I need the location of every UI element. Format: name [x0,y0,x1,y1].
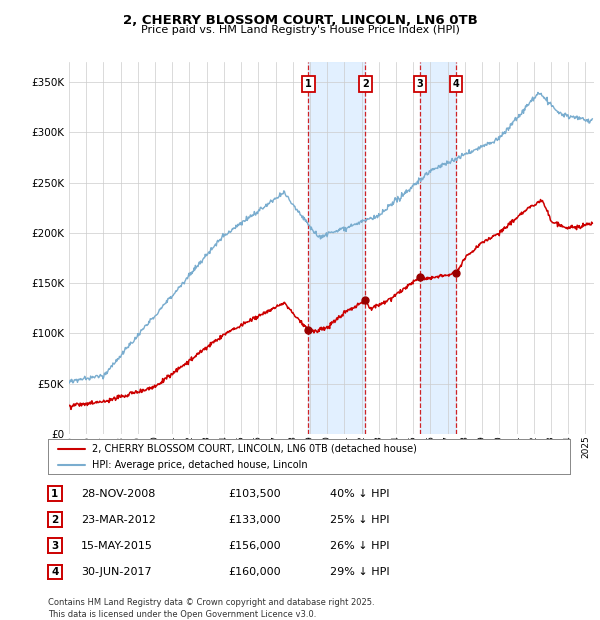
Text: 4: 4 [51,567,59,577]
Bar [308,62,365,434]
Bar [419,62,456,434]
Text: HPI: Average price, detached house, Lincoln: HPI: Average price, detached house, Linc… [92,460,308,470]
Text: 25% ↓ HPI: 25% ↓ HPI [330,515,389,525]
Text: Price paid vs. HM Land Registry's House Price Index (HPI): Price paid vs. HM Land Registry's House … [140,25,460,35]
Text: 3: 3 [416,79,423,89]
Text: 4: 4 [453,79,460,89]
Text: 29% ↓ HPI: 29% ↓ HPI [330,567,389,577]
Text: 23-MAR-2012: 23-MAR-2012 [81,515,156,525]
Text: £133,000: £133,000 [228,515,281,525]
Text: 2, CHERRY BLOSSOM COURT, LINCOLN, LN6 0TB: 2, CHERRY BLOSSOM COURT, LINCOLN, LN6 0T… [122,14,478,27]
Text: 30-JUN-2017: 30-JUN-2017 [81,567,152,577]
Text: 26% ↓ HPI: 26% ↓ HPI [330,541,389,551]
Text: £160,000: £160,000 [228,567,281,577]
Text: 1: 1 [51,489,59,498]
Text: £156,000: £156,000 [228,541,281,551]
Text: £103,500: £103,500 [228,489,281,498]
Text: 2, CHERRY BLOSSOM COURT, LINCOLN, LN6 0TB (detached house): 2, CHERRY BLOSSOM COURT, LINCOLN, LN6 0T… [92,443,417,453]
Text: 28-NOV-2008: 28-NOV-2008 [81,489,155,498]
Text: 1: 1 [305,79,312,89]
Text: 2: 2 [362,79,369,89]
Text: 15-MAY-2015: 15-MAY-2015 [81,541,153,551]
Text: 40% ↓ HPI: 40% ↓ HPI [330,489,389,498]
Text: 3: 3 [51,541,59,551]
Text: 2: 2 [51,515,59,525]
Text: Contains HM Land Registry data © Crown copyright and database right 2025.
This d: Contains HM Land Registry data © Crown c… [48,598,374,619]
